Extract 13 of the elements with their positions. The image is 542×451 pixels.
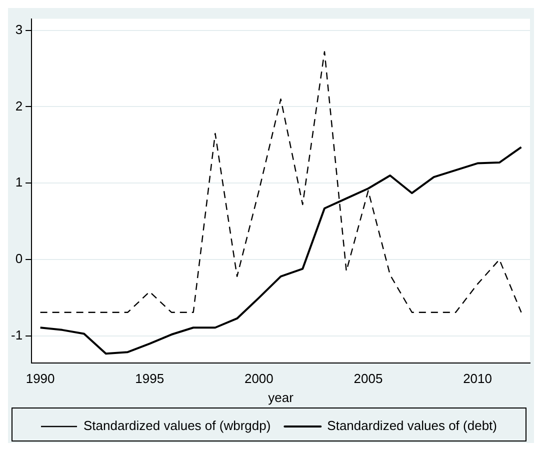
x-tick-label: 1990 <box>26 371 55 386</box>
y-tick-label: 1 <box>15 174 23 190</box>
y-tick-label: -1 <box>10 328 23 343</box>
legend-label: Standardized values of (debt) <box>327 418 497 434</box>
y-tick-label: 0 <box>15 251 23 266</box>
x-tick-label: 1995 <box>135 371 164 386</box>
y-tick-label: 2 <box>15 98 23 114</box>
x-tick-label: 2000 <box>244 371 274 386</box>
x-axis-title: year <box>268 390 294 405</box>
x-tick-label: 2010 <box>463 371 492 386</box>
x-tick-label: 2005 <box>354 371 383 386</box>
y-tick-label: 3 <box>15 22 23 37</box>
legend-label: Standardized values of (wbrgdp) <box>84 418 271 434</box>
